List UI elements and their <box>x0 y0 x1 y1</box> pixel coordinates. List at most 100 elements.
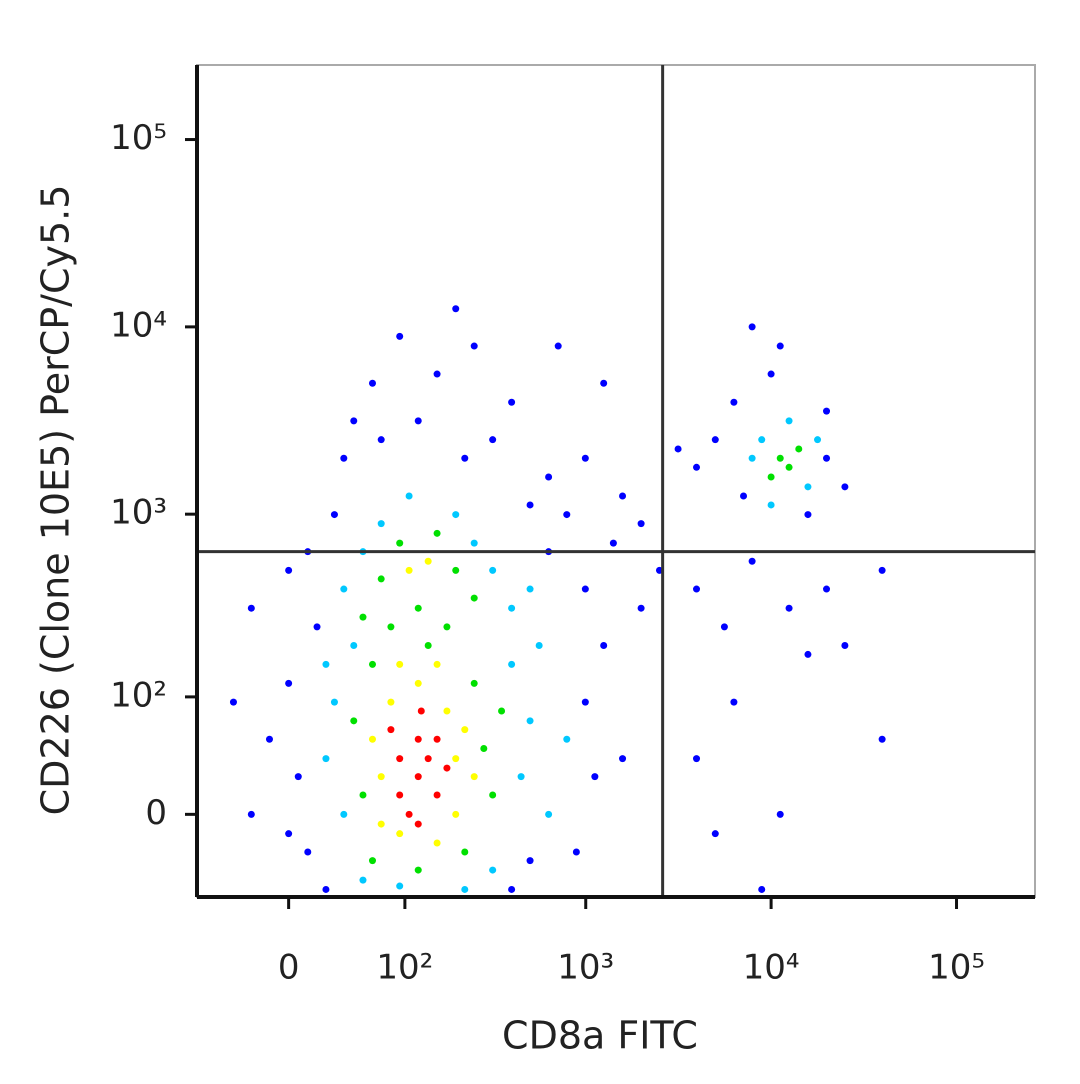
point <box>322 755 330 763</box>
point <box>674 445 682 453</box>
point <box>313 623 321 631</box>
point <box>878 566 886 574</box>
point <box>340 454 348 462</box>
point <box>405 810 413 818</box>
point <box>814 436 822 444</box>
point <box>350 417 358 425</box>
point <box>396 830 404 838</box>
point <box>711 830 719 838</box>
point <box>417 707 425 715</box>
point <box>294 773 302 781</box>
point <box>396 539 404 547</box>
point <box>330 511 338 519</box>
point <box>508 604 516 612</box>
point <box>359 613 367 621</box>
point <box>368 857 376 865</box>
point <box>322 885 330 893</box>
point <box>489 866 497 874</box>
point <box>285 679 293 687</box>
point <box>720 623 728 631</box>
y-tick-label: 10⁵ <box>110 118 167 158</box>
point <box>285 566 293 574</box>
point <box>433 735 441 743</box>
point <box>452 566 460 574</box>
point <box>377 820 385 828</box>
point <box>609 539 617 547</box>
point <box>581 698 589 706</box>
point <box>330 698 338 706</box>
point <box>433 660 441 668</box>
point <box>414 604 422 612</box>
point <box>526 585 534 593</box>
point <box>396 332 404 340</box>
point <box>387 698 395 706</box>
point <box>414 679 422 687</box>
y-tick-label: 10² <box>110 675 167 715</box>
point <box>433 839 441 847</box>
point <box>377 575 385 583</box>
point <box>414 773 422 781</box>
point <box>414 735 422 743</box>
point <box>545 810 553 818</box>
point <box>424 642 432 650</box>
point <box>619 755 627 763</box>
point <box>600 379 608 387</box>
point <box>396 660 404 668</box>
point <box>637 604 645 612</box>
point <box>563 735 571 743</box>
point <box>387 726 395 734</box>
point <box>350 642 358 650</box>
point <box>489 436 497 444</box>
point <box>433 370 441 378</box>
point <box>563 511 571 519</box>
point <box>581 585 589 593</box>
point <box>619 492 627 500</box>
point <box>748 323 756 331</box>
point <box>508 885 516 893</box>
point <box>396 791 404 799</box>
point <box>377 520 385 528</box>
point <box>581 454 589 462</box>
point <box>758 885 766 893</box>
point <box>693 585 701 593</box>
point <box>591 773 599 781</box>
point <box>841 483 849 491</box>
x-tick-label: 10³ <box>557 948 614 988</box>
point <box>340 585 348 593</box>
point <box>776 342 784 350</box>
x-tick-label: 10⁵ <box>928 948 985 988</box>
point <box>767 473 775 481</box>
point <box>508 660 516 668</box>
point <box>526 857 534 865</box>
point <box>387 623 395 631</box>
point <box>443 764 451 772</box>
point <box>304 848 312 856</box>
point <box>359 876 367 884</box>
point <box>526 501 534 509</box>
point <box>405 566 413 574</box>
point <box>452 755 460 763</box>
point <box>748 454 756 462</box>
point <box>776 810 784 818</box>
point <box>377 436 385 444</box>
point <box>340 810 348 818</box>
point <box>424 755 432 763</box>
point <box>600 642 608 650</box>
point <box>823 454 831 462</box>
point <box>414 866 422 874</box>
x-axis-label: CD8a FITC <box>502 1014 698 1058</box>
point <box>359 791 367 799</box>
point <box>785 417 793 425</box>
point <box>748 557 756 565</box>
point <box>461 885 469 893</box>
point <box>461 848 469 856</box>
point <box>452 810 460 818</box>
point <box>804 483 812 491</box>
point <box>526 717 534 725</box>
point <box>517 773 525 781</box>
point <box>350 717 358 725</box>
point <box>322 660 330 668</box>
point <box>535 642 543 650</box>
point <box>823 585 831 593</box>
